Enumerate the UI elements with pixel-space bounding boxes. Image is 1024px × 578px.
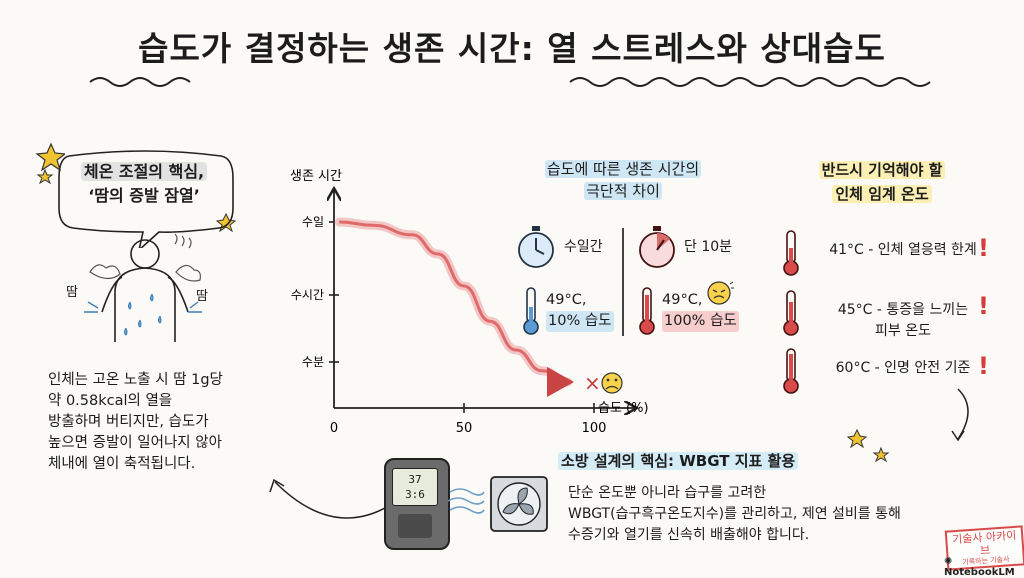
threshold-line1: 45°C - 통증을 느끼는 xyxy=(837,302,969,318)
wbgt-body: 단순 온도뿐 아니라 습구를 고려한 WBGT(습구흑구온도지수)를 관리하고,… xyxy=(568,483,901,546)
threshold-line1: 60°C - 인명 안전 기준 xyxy=(835,360,971,376)
threshold-line2: 피부 온도 xyxy=(875,323,931,339)
thermometer-icon-blue xyxy=(523,287,539,335)
speech-bubble xyxy=(58,150,234,248)
sad-face-mouth xyxy=(605,385,619,390)
threshold-heading-line2: 인체 임계 온도 xyxy=(832,185,932,203)
warning-exclamation-icon: ! xyxy=(978,292,989,320)
brand-logo: ✺ NotebookLM xyxy=(944,556,1015,578)
body-line: 높으면 증발이 일어나지 않아 xyxy=(48,435,222,451)
sweating-person-icon xyxy=(84,233,202,342)
meter-keypad xyxy=(398,514,432,538)
sweat-heading: 체온 조절의 핵심, ‘땀의 증발 잠열’ xyxy=(60,160,228,208)
sweat-label-left: 땀 xyxy=(66,285,78,300)
comparison-heading-line1: 습도에 따른 생존 시간의 xyxy=(544,160,702,178)
distressed-face-icon xyxy=(707,281,734,305)
arrow-back xyxy=(269,478,396,519)
y-tick-label: 수일 xyxy=(302,215,324,229)
wbgt-heading: 소방 설계의 핵심: WBGT 지표 활용 xyxy=(558,452,799,471)
warning-exclamation-icon: ! xyxy=(978,234,989,262)
threshold-heading: 반드시 기억해야 할 인체 임계 온도 xyxy=(782,158,982,206)
sad-face-eye xyxy=(606,378,610,382)
thermometer-icon xyxy=(783,230,799,276)
comparison-right-time: 단 10분 xyxy=(684,239,733,255)
threshold-line1: 41°C - 인체 열응력 한계 xyxy=(829,242,977,258)
thermometer-icon xyxy=(783,348,799,394)
x-tick-label: 0 xyxy=(330,421,338,436)
meter-display: 37 3:6 xyxy=(392,468,438,506)
sad-face-icon xyxy=(601,372,623,394)
sweat-heading-line1: 체온 조절의 핵심, xyxy=(80,162,208,181)
comparison-heading-line2: 극단적 차이 xyxy=(584,182,662,200)
threshold-text: 60°C - 인명 안전 기준 xyxy=(808,358,998,379)
stopwatch-icon-blue xyxy=(518,226,554,268)
body-line: 인체는 고온 노출 시 땀 1g당 xyxy=(48,372,223,388)
wbgt-line: WBGT(습구흑구온도지수)를 관리하고, 제연 설비를 통해 xyxy=(568,506,901,522)
comparison-heading: 습도에 따른 생존 시간의 극단적 차이 xyxy=(508,158,738,202)
threshold-text: 41°C - 인체 열응력 한계 xyxy=(808,240,998,261)
sad-face-eye xyxy=(614,378,618,382)
star-icon xyxy=(846,428,890,463)
end-marker: × xyxy=(584,371,601,395)
wbgt-heading-text: 소방 설계의 핵심: WBGT 지표 활용 xyxy=(558,452,799,470)
x-axis-label: 습도 (%) xyxy=(598,401,649,416)
airflow-icon xyxy=(447,488,485,514)
warning-exclamation-icon: ! xyxy=(978,352,989,380)
brand-name: NotebookLM xyxy=(944,567,1015,578)
comparison-left-temp: 49°C, xyxy=(546,292,587,308)
arrow-curve xyxy=(951,388,969,442)
x-tick-label: 100 xyxy=(582,421,607,436)
sweat-label-right: 땀 xyxy=(196,289,208,304)
wbgt-line: 수증기와 열기를 신속히 배출해야 합니다. xyxy=(568,527,810,543)
thermometer-icon xyxy=(783,290,799,336)
comparison-left-time: 수일간 xyxy=(564,239,603,255)
meter-reading2: 3:6 xyxy=(405,488,425,501)
series-line xyxy=(339,220,574,397)
thermometer-icon-red xyxy=(639,287,655,335)
sweat-body-text: 인체는 고온 노출 시 땀 1g당 약 0.58kcal의 열을 방출하며 버티… xyxy=(48,370,278,475)
exhaust-fan-icon xyxy=(490,476,548,532)
star-icon xyxy=(35,142,65,185)
y-tick-label: 수분 xyxy=(302,355,324,369)
stopwatch-icon-red xyxy=(639,226,675,268)
y-axis-label: 생존 시간 xyxy=(290,169,342,184)
body-line: 체내에 열이 축적됩니다. xyxy=(48,456,196,472)
comparison-left-conditions: 49°C, 10% 습도 xyxy=(546,290,614,332)
body-line: 방출하며 버티지만, 습도가 xyxy=(48,414,209,430)
body-line: 약 0.58kcal의 열을 xyxy=(48,393,173,409)
title-underlines xyxy=(89,77,931,87)
meter-reading1: 37 xyxy=(408,473,422,486)
comparison-left-humidity: 10% 습도 xyxy=(546,311,614,332)
wbgt-meter-icon: 37 3:6 xyxy=(384,458,450,550)
threshold-heading-line1: 반드시 기억해야 할 xyxy=(818,161,946,179)
y-tick-label: 수시간 xyxy=(291,288,324,302)
comparison-right-humidity: 100% 습도 xyxy=(662,311,739,332)
comparison-right-conditions: 49°C, 100% 습도 xyxy=(662,290,739,332)
sweat-heading-line2: ‘땀의 증발 잠열’ xyxy=(88,186,200,205)
x-tick-label: 50 xyxy=(456,421,473,436)
comparison-right-temp: 49°C, xyxy=(662,292,703,308)
comparison-divider xyxy=(622,228,624,336)
wbgt-line: 단순 온도뿐 아니라 습구를 고려한 xyxy=(568,485,767,501)
page-title: 습도가 결정하는 생존 시간: 열 스트레스와 상대습도 xyxy=(138,29,886,68)
